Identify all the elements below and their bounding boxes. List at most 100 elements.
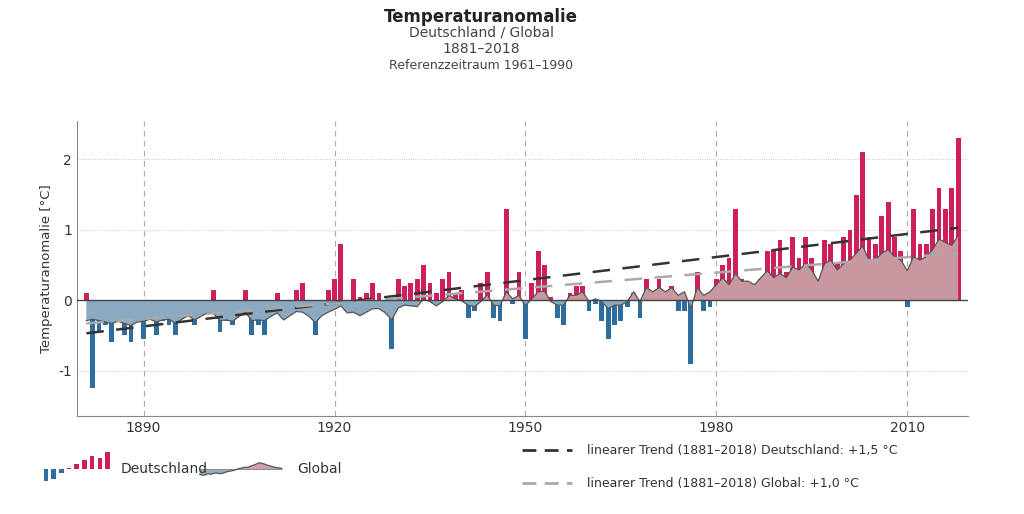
Bar bbox=[224, 300, 228, 321]
Bar bbox=[377, 293, 382, 300]
Bar bbox=[835, 262, 840, 300]
Bar bbox=[759, 279, 763, 300]
Bar bbox=[421, 265, 426, 300]
Bar bbox=[90, 456, 94, 469]
Bar bbox=[300, 283, 305, 300]
Bar bbox=[319, 300, 325, 307]
Bar bbox=[924, 244, 929, 300]
Bar bbox=[103, 300, 108, 325]
Text: Deutschland / Global: Deutschland / Global bbox=[409, 26, 554, 40]
Bar bbox=[573, 286, 579, 300]
Bar bbox=[484, 272, 489, 300]
Bar bbox=[739, 279, 744, 300]
Bar bbox=[282, 300, 286, 314]
Bar bbox=[529, 283, 535, 300]
Bar bbox=[453, 293, 458, 300]
Bar bbox=[185, 300, 190, 304]
Bar bbox=[460, 290, 464, 300]
Bar bbox=[179, 300, 184, 311]
Bar bbox=[128, 300, 133, 342]
Bar bbox=[517, 272, 521, 300]
Bar bbox=[708, 300, 713, 307]
Bar bbox=[173, 300, 178, 336]
Bar bbox=[880, 216, 884, 300]
Bar bbox=[351, 279, 356, 300]
Bar bbox=[949, 188, 954, 300]
Bar bbox=[59, 469, 63, 473]
Bar bbox=[313, 300, 317, 336]
Bar bbox=[67, 468, 72, 469]
Bar bbox=[364, 293, 369, 300]
Bar bbox=[96, 300, 101, 332]
Bar bbox=[82, 460, 87, 469]
Text: Referenzzeitraum 1961–1990: Referenzzeitraum 1961–1990 bbox=[389, 59, 573, 71]
Bar bbox=[873, 244, 878, 300]
Bar bbox=[803, 237, 808, 300]
Bar bbox=[105, 452, 110, 469]
Bar bbox=[110, 300, 115, 342]
Bar bbox=[274, 293, 280, 300]
Bar bbox=[561, 300, 566, 325]
Bar bbox=[911, 209, 916, 300]
Bar bbox=[268, 300, 273, 307]
Bar bbox=[809, 258, 814, 300]
Bar bbox=[638, 300, 642, 318]
Bar bbox=[791, 237, 795, 300]
Bar bbox=[701, 300, 706, 311]
Bar bbox=[250, 300, 254, 336]
Bar bbox=[777, 241, 782, 300]
Bar bbox=[828, 244, 834, 300]
Bar bbox=[866, 237, 871, 300]
Bar bbox=[587, 300, 592, 311]
Y-axis label: Temperaturanomalie [°C]: Temperaturanomalie [°C] bbox=[40, 184, 52, 353]
Bar bbox=[510, 300, 515, 304]
Bar bbox=[211, 290, 216, 300]
Bar bbox=[670, 286, 674, 300]
Bar bbox=[478, 283, 483, 300]
Bar bbox=[606, 300, 610, 339]
Bar bbox=[306, 300, 311, 311]
Bar bbox=[357, 297, 362, 300]
Text: linearer Trend (1881–2018) Deutschland: +1,5 °C: linearer Trend (1881–2018) Deutschland: … bbox=[588, 444, 898, 457]
Bar bbox=[75, 464, 79, 469]
Bar bbox=[930, 209, 935, 300]
Bar bbox=[243, 290, 248, 300]
Bar bbox=[230, 300, 236, 325]
Bar bbox=[943, 209, 948, 300]
Bar bbox=[612, 300, 616, 325]
Bar bbox=[116, 300, 121, 321]
Bar bbox=[44, 469, 48, 481]
Text: Deutschland: Deutschland bbox=[121, 463, 208, 476]
Bar bbox=[860, 153, 865, 300]
Bar bbox=[389, 300, 394, 350]
Text: 1881–2018: 1881–2018 bbox=[442, 42, 520, 56]
Bar bbox=[472, 300, 477, 311]
Bar bbox=[727, 258, 731, 300]
Bar bbox=[446, 272, 452, 300]
Bar bbox=[326, 290, 331, 300]
Text: DWD: DWD bbox=[931, 25, 969, 39]
Bar bbox=[167, 300, 171, 325]
Bar bbox=[217, 300, 222, 332]
Bar bbox=[599, 300, 604, 321]
Bar bbox=[771, 251, 776, 300]
Bar bbox=[90, 300, 95, 388]
Bar bbox=[294, 290, 299, 300]
Bar bbox=[631, 293, 636, 300]
Bar bbox=[625, 300, 630, 307]
Bar bbox=[199, 300, 204, 314]
Bar bbox=[733, 209, 738, 300]
Bar bbox=[797, 258, 802, 300]
Bar bbox=[440, 279, 445, 300]
Bar bbox=[822, 241, 827, 300]
Bar bbox=[434, 293, 438, 300]
Bar bbox=[898, 251, 903, 300]
Bar bbox=[402, 286, 407, 300]
Bar bbox=[892, 237, 897, 300]
Bar bbox=[918, 244, 923, 300]
Bar bbox=[332, 279, 337, 300]
Bar bbox=[371, 283, 375, 300]
Bar bbox=[886, 201, 891, 300]
Text: linearer Trend (1881–2018) Global: +1,0 °C: linearer Trend (1881–2018) Global: +1,0 … bbox=[588, 477, 859, 490]
Bar bbox=[549, 297, 553, 300]
